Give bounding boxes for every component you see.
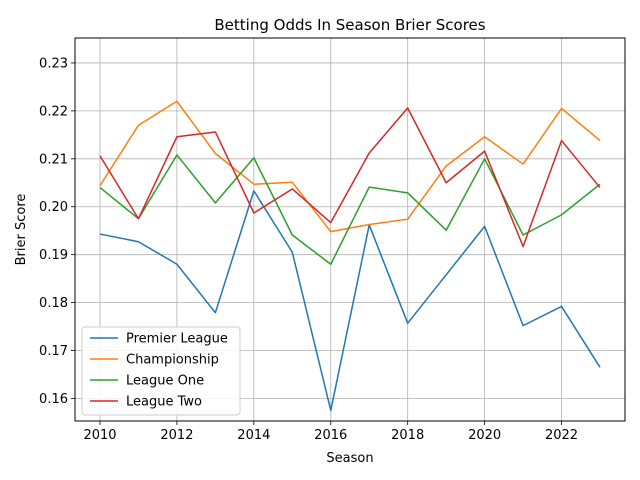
x-tick-label: 2018 xyxy=(391,428,424,443)
x-tick-label: 2016 xyxy=(314,428,347,443)
plot-frame xyxy=(74,37,626,422)
y-tick-label: 0.16 xyxy=(39,392,68,407)
legend-label: Premier League xyxy=(126,332,228,347)
legend: Premier League Championship League One Leag… xyxy=(81,326,241,416)
y-tick-label: 0.18 xyxy=(39,296,68,311)
x-tick-label: 2022 xyxy=(545,428,578,443)
x-tick-label: 2020 xyxy=(468,428,501,443)
y-axis-label: Brier Score xyxy=(14,194,29,266)
series-line-4 xyxy=(99,107,601,248)
y-tick-label: 0.17 xyxy=(39,344,68,359)
y-tick-label: 0.21 xyxy=(39,152,68,167)
y-tick-label: 0.23 xyxy=(39,56,68,71)
x-tick-label: 2014 xyxy=(237,428,270,443)
series-line-2 xyxy=(99,100,601,233)
chart-title: Betting Odds In Season Brier Scores xyxy=(214,16,485,34)
legend-label: Championship xyxy=(126,353,219,368)
legend-box xyxy=(81,326,241,416)
x-axis-label: Season xyxy=(326,451,373,466)
y-tick-label: 0.22 xyxy=(39,104,68,119)
y-tick-label: 0.19 xyxy=(39,248,68,263)
y-tick-label: 0.20 xyxy=(39,200,68,215)
series-line-3 xyxy=(99,154,601,265)
x-tick-label: 2010 xyxy=(83,428,116,443)
legend-label: League One xyxy=(126,374,204,389)
legend-label: League Two xyxy=(126,395,202,410)
series-lines xyxy=(99,100,601,412)
x-tick-label: 2012 xyxy=(160,428,193,443)
axis-ticks: 2010 2012 2014 2016 2018 2020 2022 0.16 0.17 0.18… xyxy=(39,56,578,443)
series-line-1 xyxy=(99,190,601,412)
